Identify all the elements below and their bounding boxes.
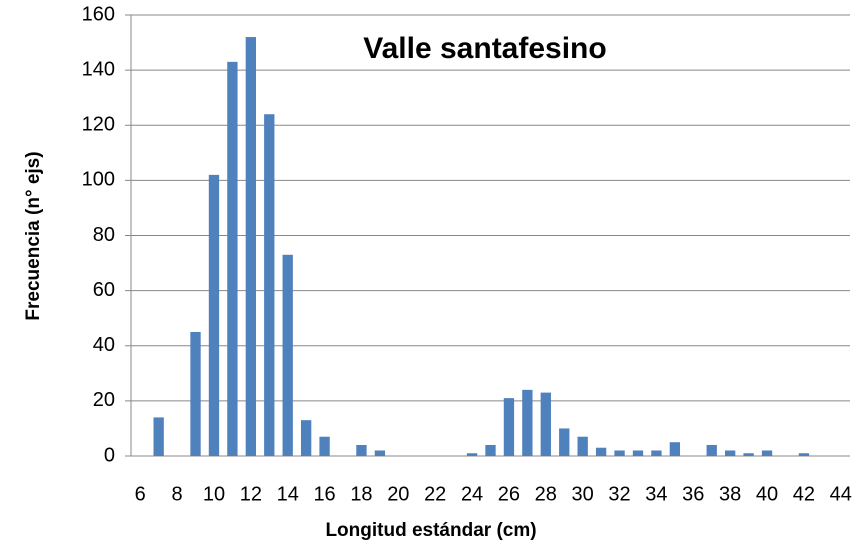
x-tick-label: 14	[277, 483, 299, 505]
bar	[522, 389, 533, 456]
x-tick-label: 22	[424, 483, 446, 505]
x-tick-label: 24	[461, 483, 483, 505]
y-axis-label: Frecuencia (n° ejs)	[23, 151, 44, 320]
bar	[595, 447, 607, 456]
bar	[798, 453, 810, 456]
bar	[485, 444, 496, 456]
bar	[540, 392, 551, 456]
x-tick-label: 12	[240, 483, 262, 505]
x-tick-label: 44	[830, 483, 852, 505]
x-tick-label: 34	[645, 483, 667, 505]
bar	[208, 174, 220, 457]
bar	[300, 420, 312, 456]
bar	[651, 450, 662, 456]
bar	[190, 331, 201, 456]
y-tick-label: 160	[82, 3, 115, 25]
x-tick-label: 6	[135, 483, 146, 505]
x-tick-label: 26	[498, 483, 520, 505]
y-tick-label: 40	[93, 334, 115, 356]
x-tick-label: 40	[756, 483, 778, 505]
x-tick-label: 30	[572, 483, 594, 505]
bar	[503, 398, 515, 456]
bar	[319, 436, 330, 456]
bar	[669, 442, 681, 456]
bar	[706, 444, 717, 456]
y-tick-label: 80	[93, 224, 115, 246]
y-tick-label: 0	[104, 444, 115, 466]
bar	[614, 450, 625, 456]
bar	[577, 436, 588, 456]
x-tick-label: 16	[313, 483, 335, 505]
bar	[559, 428, 570, 456]
x-tick-label: 36	[682, 483, 704, 505]
bar	[227, 61, 238, 456]
bar	[264, 114, 275, 456]
chart-title: Valle santafesino	[363, 32, 606, 65]
bar	[245, 37, 256, 457]
y-tick-label: 140	[82, 58, 115, 80]
x-tick-label: 18	[350, 483, 372, 505]
y-tick-label: 120	[82, 114, 115, 136]
x-tick-label: 42	[793, 483, 815, 505]
bar	[282, 254, 293, 456]
x-tick-label: 10	[203, 483, 225, 505]
y-tick-label: 60	[93, 279, 115, 301]
bar	[153, 417, 164, 456]
x-tick-label: 8	[172, 483, 183, 505]
bar	[632, 450, 644, 456]
bar	[356, 444, 367, 456]
bar	[374, 450, 386, 456]
bar	[743, 453, 754, 456]
x-tick-label: 32	[608, 483, 630, 505]
y-tick-label: 20	[93, 389, 115, 411]
x-axis-label: Longitud estándar (cm)	[325, 520, 536, 541]
bar	[725, 450, 736, 456]
bar	[761, 450, 773, 456]
x-tick-label: 38	[719, 483, 741, 505]
x-tick-label: 20	[387, 483, 409, 505]
x-tick-label: 28	[535, 483, 557, 505]
y-tick-label: 100	[82, 169, 115, 191]
bar	[466, 453, 478, 456]
